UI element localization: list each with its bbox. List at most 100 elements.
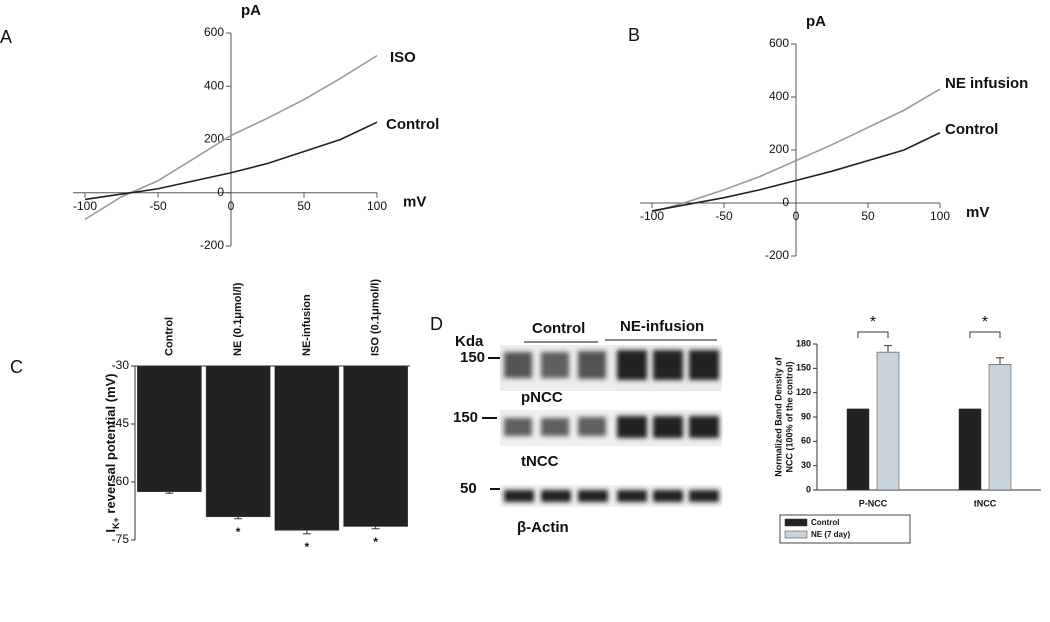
- y-tick-label: 400: [204, 78, 224, 92]
- row-label: tNCC: [521, 453, 559, 470]
- series-label: Control: [386, 116, 439, 133]
- x-tick-label: tNCC: [974, 498, 997, 508]
- significance-bracket: [969, 331, 1001, 338]
- panel-label: D: [430, 314, 443, 334]
- legend-swatch: [784, 530, 808, 539]
- y-tick-label: 600: [769, 36, 789, 50]
- error-bar: [996, 357, 1004, 365]
- significance: *: [870, 314, 876, 331]
- y-axis-label: pA: [241, 2, 261, 19]
- group-label: NE-infusion: [620, 318, 704, 335]
- error-bar: [165, 491, 174, 494]
- error-bar: [234, 516, 243, 520]
- bar: [343, 365, 408, 527]
- panel-label: A: [0, 27, 12, 47]
- bands: [504, 350, 719, 380]
- x-tick-label: NE (0.1μmol/l): [232, 282, 244, 356]
- significance: *: [373, 535, 378, 549]
- x-tick-label: -50: [715, 209, 733, 223]
- bar: [205, 365, 271, 518]
- x-tick-label: NE-infusion: [301, 294, 313, 356]
- y-tick-label: 0: [217, 185, 224, 199]
- y-label-part: I: [103, 529, 118, 533]
- blot-strip: [500, 345, 722, 391]
- x-tick-label: 0: [228, 199, 235, 213]
- y-tick-label: 30: [801, 460, 811, 470]
- series-label: ISO: [390, 49, 416, 66]
- x-tick-label: P-NCC: [859, 498, 888, 508]
- y-label-part: K+: [111, 517, 121, 529]
- x-tick-label: 50: [861, 209, 875, 223]
- y-tick-label: 400: [769, 89, 789, 103]
- y-tick-label: -200: [765, 248, 789, 262]
- y-axis-label: NCC (100% of the control): [784, 361, 794, 472]
- bands: [504, 416, 719, 438]
- series-line: [84, 121, 378, 201]
- bar: [274, 365, 340, 531]
- significance: *: [236, 525, 241, 539]
- x-tick-label: -50: [149, 199, 167, 213]
- y-tick-label: 90: [801, 411, 811, 421]
- x-tick-label: 100: [930, 209, 950, 223]
- y-axis-label: IK+ reversal potential (mV): [103, 373, 121, 532]
- bar: [876, 351, 900, 491]
- marker-label: 150: [453, 409, 478, 426]
- bar: [988, 364, 1012, 491]
- significance-bracket: [857, 331, 889, 338]
- x-tick-label: 50: [297, 199, 311, 213]
- x-axis-label: mV: [966, 204, 989, 221]
- y-tick-label: -30: [112, 358, 130, 372]
- error-bar: [884, 345, 892, 353]
- y-axis-label: pA: [806, 13, 826, 30]
- y-tick-label: 0: [782, 195, 789, 209]
- significance: *: [305, 540, 310, 554]
- x-axis-label: mV: [403, 194, 426, 211]
- series-line: [84, 54, 378, 221]
- legend-label: Control: [811, 518, 839, 527]
- series-line: [651, 132, 941, 212]
- y-tick-label: 180: [796, 338, 811, 348]
- y-tick-label: 0: [806, 484, 811, 494]
- row-label: pNCC: [521, 389, 563, 406]
- panel-label: B: [628, 25, 640, 45]
- legend-swatch: [784, 518, 808, 527]
- error-bar: [371, 526, 380, 530]
- y-tick-label: -75: [112, 532, 130, 546]
- marker-label: 50: [460, 480, 477, 497]
- y-tick-label: -200: [200, 238, 224, 252]
- blot-strip: [500, 410, 722, 446]
- western-blot: D Kda Control NE-infusion 150 pNCC 150 t…: [430, 314, 722, 536]
- bar: [958, 408, 982, 491]
- bands: [504, 490, 719, 502]
- x-tick-label: Control: [163, 317, 175, 356]
- unit-label: Kda: [455, 333, 484, 350]
- x-tick-label: 100: [367, 199, 387, 213]
- y-tick-label: 60: [801, 436, 811, 446]
- series-label: Control: [945, 121, 998, 138]
- y-tick-label: -45: [112, 416, 130, 430]
- x-tick-label: -100: [640, 209, 664, 223]
- row-label: β-Actin: [517, 519, 569, 536]
- legend-label: NE (7 day): [811, 530, 850, 539]
- y-tick-label: 600: [204, 25, 224, 39]
- x-tick-label: ISO (0.1μmol/l): [370, 279, 382, 356]
- significance: *: [982, 314, 988, 331]
- marker-label: 150: [460, 349, 485, 366]
- series-line: [651, 88, 941, 214]
- series-label: NE infusion: [945, 75, 1028, 92]
- y-tick-label: 200: [769, 142, 789, 156]
- y-tick-label: 120: [796, 387, 811, 397]
- y-tick-label: 200: [204, 132, 224, 146]
- panel-label: C: [10, 357, 23, 377]
- x-tick-label: -100: [73, 199, 97, 213]
- x-tick-label: 0: [793, 209, 800, 223]
- bar: [137, 365, 202, 492]
- y-tick-label: -60: [112, 474, 130, 488]
- group-label: Control: [532, 320, 585, 337]
- error-bar: [302, 530, 311, 535]
- bar: [846, 408, 870, 491]
- y-label-part: reversal potential (mV): [103, 373, 118, 517]
- y-axis-label: Normalized Band Density of: [773, 356, 783, 477]
- y-tick-label: 150: [796, 363, 811, 373]
